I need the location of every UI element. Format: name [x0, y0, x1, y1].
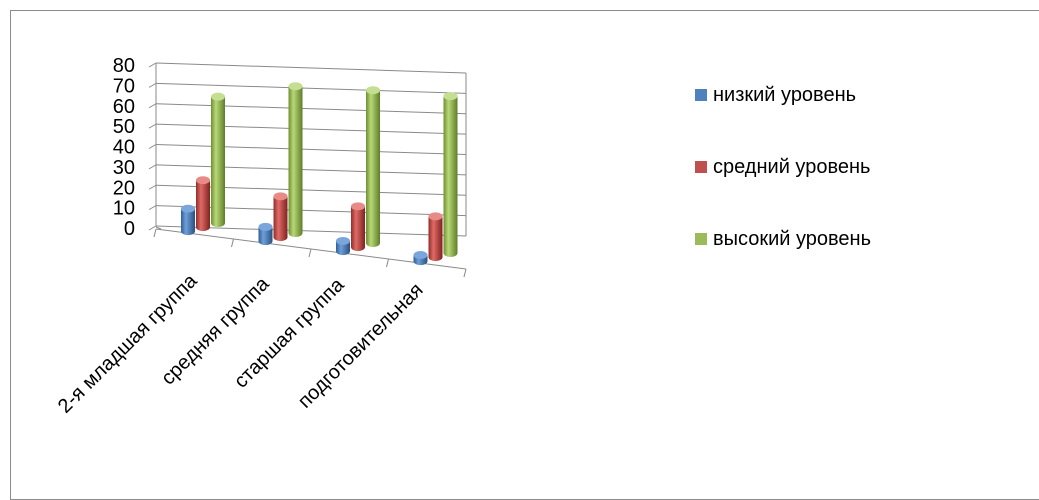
bar-body [258, 226, 273, 246]
y-tick-label: 80 [113, 55, 135, 77]
bar-top [413, 251, 428, 260]
x-tick-mark [386, 258, 389, 268]
y-tick-label: 20 [113, 177, 135, 199]
grid-layer [148, 62, 467, 278]
x-tick-mark [463, 268, 467, 278]
bar-body [336, 240, 350, 256]
bar-низкий-уровень-4 [413, 251, 428, 266]
bar-top [288, 82, 303, 91]
y-tick-mark [148, 225, 157, 231]
y-tick-mark [148, 184, 157, 190]
gridline [155, 82, 467, 94]
bar-высокий-уровень-4 [443, 92, 458, 257]
y-tick-label: 50 [113, 116, 135, 138]
y-tick-mark [148, 164, 157, 170]
legend-swatch [695, 89, 707, 101]
gridline [155, 144, 467, 155]
bar-средний-уровень-2 [273, 192, 288, 242]
y-tick-label: 70 [113, 75, 135, 97]
bar-layer [181, 82, 458, 266]
bar-body [196, 180, 210, 232]
bar-body [181, 208, 195, 236]
legend-label: средний уровень [713, 156, 870, 178]
y-tick-label: 0 [124, 218, 135, 240]
gridline [155, 123, 467, 135]
bar-низкий-уровень-1 [181, 204, 195, 236]
bar-top [351, 202, 365, 211]
gridline [155, 103, 467, 115]
bar-top [428, 212, 443, 221]
bar-body [288, 86, 303, 237]
bar-body [428, 216, 443, 262]
gridline [155, 62, 467, 74]
y-tick-mark [148, 205, 157, 211]
legend-label: высокий уровень [713, 228, 871, 250]
x-tick-mark [308, 248, 312, 258]
bar-top [258, 222, 273, 231]
legend-label: низкий уровень [713, 84, 856, 106]
legend-swatch [695, 161, 707, 173]
legend: низкий уровень средний уровень высокий уро… [695, 84, 871, 250]
y-tick-mark [148, 144, 157, 149]
bar-высокий-уровень-2 [288, 82, 303, 237]
y-tick-mark [148, 103, 157, 109]
legend-swatch [695, 233, 707, 245]
y-tick-mark [148, 82, 157, 88]
bar-top [443, 92, 458, 101]
bar-top [273, 192, 288, 201]
bar-высокий-уровень-3 [366, 86, 380, 247]
bar-body [366, 90, 380, 247]
bar-body [443, 96, 458, 257]
bar-высокий-уровень-1 [211, 92, 225, 227]
bar-низкий-уровень-2 [258, 222, 273, 246]
y-tick-label: 40 [113, 137, 135, 159]
bar-средний-уровень-1 [196, 176, 210, 232]
bar-body [273, 196, 288, 242]
chart-frame: 0 10 20 30 40 50 60 70 80 2-я младшая группа сред… [10, 10, 1039, 500]
bar-top [211, 92, 225, 101]
bar-body [211, 96, 225, 227]
y-tick-label: 30 [113, 157, 135, 179]
bar-body [351, 206, 365, 252]
bar-средний-уровень-3 [351, 202, 365, 252]
bar-top [336, 236, 350, 245]
y-tick-mark [148, 62, 157, 68]
bar-низкий-уровень-3 [336, 236, 350, 256]
bar-top [196, 176, 210, 185]
x-tick-mark [153, 228, 157, 238]
bar-top [366, 86, 380, 95]
y-tick-mark [148, 123, 157, 129]
y-tick-label: 10 [113, 198, 135, 220]
gridline [155, 164, 467, 176]
category-label: 2-я младшая группа [54, 269, 202, 417]
x-tick-mark [231, 238, 234, 248]
y-tick-label: 60 [113, 96, 135, 118]
floor-edge [155, 226, 162, 230]
bar-средний-уровень-4 [428, 212, 443, 262]
bar-top [181, 204, 195, 213]
